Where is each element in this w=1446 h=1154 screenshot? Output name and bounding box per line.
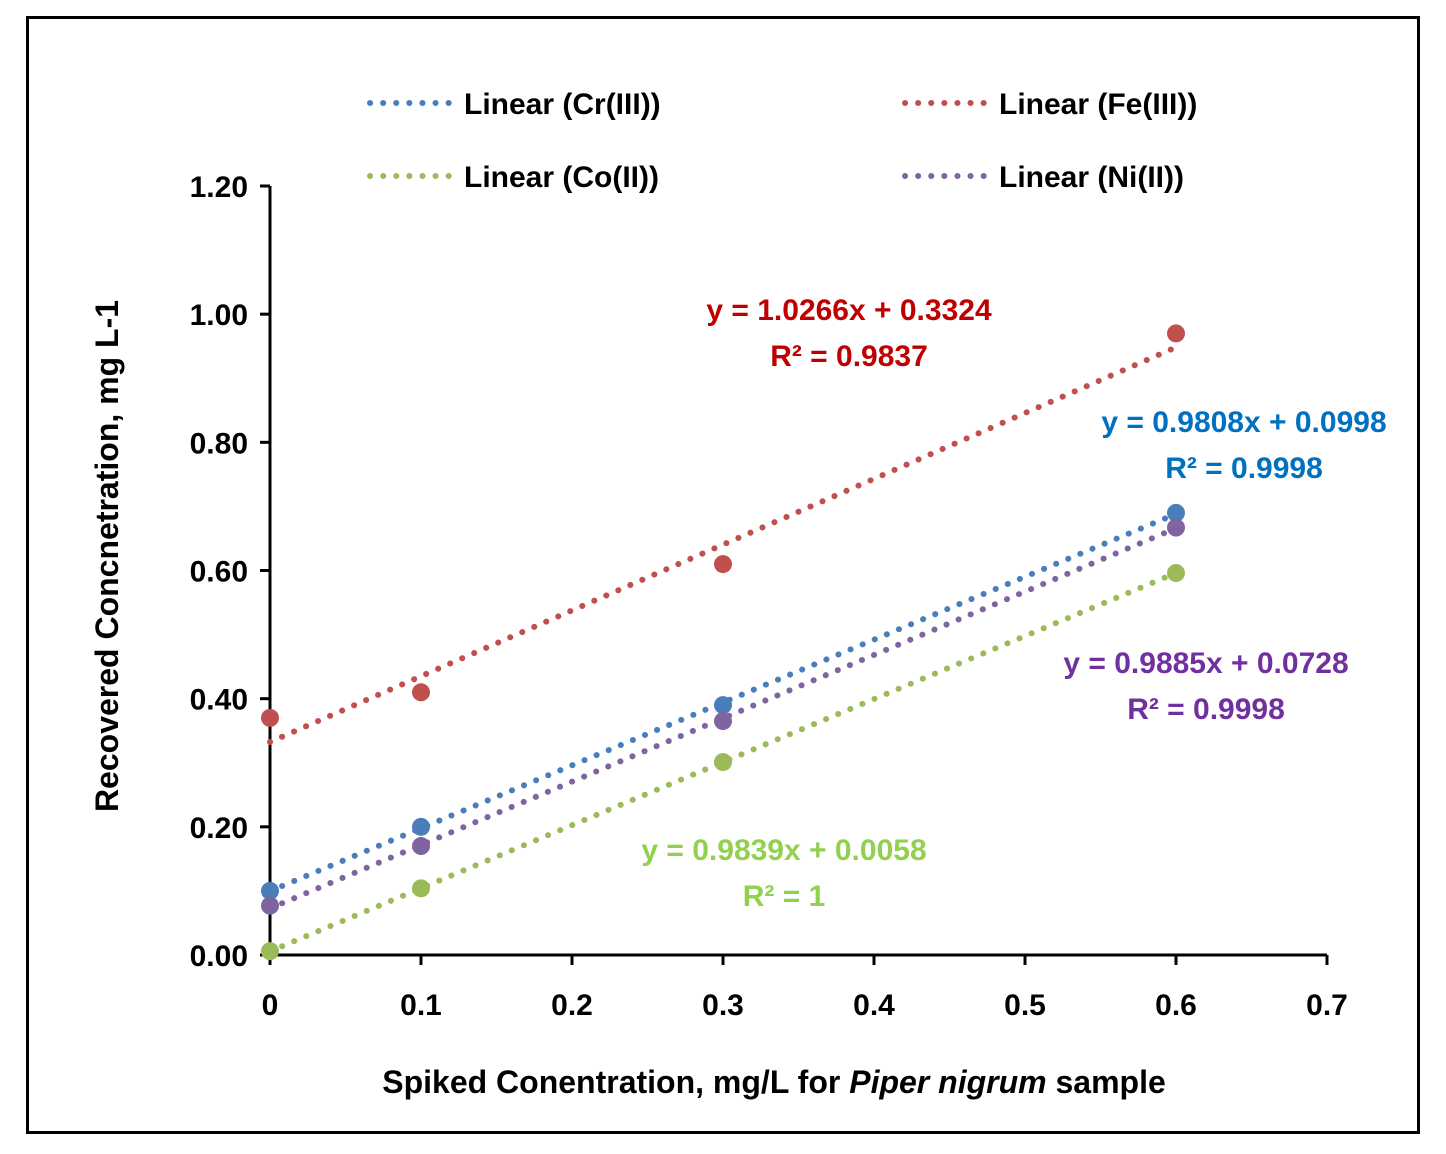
points-layer: [261, 324, 1185, 961]
data-point-niii: [412, 837, 430, 856]
x-tick-label: 0.5: [1004, 989, 1046, 1022]
y-tick-label: 1.00: [190, 299, 248, 332]
data-point-niii: [261, 896, 279, 915]
data-point-feiii: [714, 555, 732, 574]
y-axis-title: Recovered Concnetration, mg L-1: [89, 300, 125, 812]
chart-frame: [26, 16, 1420, 1134]
x-tick-label: 0.3: [702, 989, 744, 1022]
x-axis-title: Spiked Conentration, mg/L for Piper nigr…: [382, 1064, 1166, 1100]
axes-layer: 0.00 0.20 0.40 0.60 0.80 1.00 1.20 0 0.1 0.2 0.3 0.…: [190, 171, 1348, 1022]
data-point-feiii: [412, 683, 430, 702]
y-tick-label: 0.80: [190, 427, 248, 460]
legend: Linear (Cr(III)) Linear (Fe(III)) Linear (…: [367, 88, 1197, 194]
x-tick-label: 0.6: [1155, 989, 1197, 1022]
equation-labels: y = 0.9808x + 0.0998 R² = 0.9998 y = 1.026…: [641, 294, 1386, 913]
legend-label: Linear (Ni(II)): [999, 161, 1184, 194]
r-squared-label: R² = 0.9998: [1127, 693, 1285, 726]
data-point-coii: [261, 942, 279, 961]
equation-label: y = 0.9808x + 0.0998: [1101, 406, 1386, 439]
legend-label: Linear (Fe(III)): [999, 88, 1197, 121]
x-tick-label: 0.7: [1306, 989, 1348, 1022]
legend-label: Linear (Cr(III)): [464, 88, 661, 121]
trendline-feiii: [267, 344, 1179, 745]
data-point-criii: [412, 817, 430, 836]
legend-label: Linear (Co(II)): [464, 161, 659, 194]
equation-label: y = 0.9839x + 0.0058: [641, 834, 926, 867]
trendline-layer: [267, 344, 1179, 955]
data-point-coii: [1167, 564, 1185, 583]
y-tick-label: 0.00: [190, 940, 248, 973]
x-tick-label: 0.1: [400, 989, 442, 1022]
data-point-criii: [714, 696, 732, 715]
x-tick-label: 0.2: [551, 989, 593, 1022]
equation-label: y = 1.0266x + 0.3324: [706, 294, 992, 327]
y-tick-label: 0.40: [190, 684, 248, 717]
r-squared-label: R² = 0.9837: [770, 340, 928, 373]
data-point-niii: [1167, 518, 1185, 537]
y-tick-label: 0.60: [190, 556, 248, 589]
y-tick-label: 1.20: [190, 171, 248, 204]
data-point-criii: [1167, 503, 1185, 522]
data-point-niii: [714, 712, 732, 731]
data-point-criii: [261, 881, 279, 900]
x-tick-label: 0: [262, 989, 279, 1022]
r-squared-label: R² = 0.9998: [1165, 452, 1323, 485]
equation-label: y = 0.9885x + 0.0728: [1063, 647, 1348, 680]
data-point-coii: [714, 753, 732, 772]
data-point-feiii: [1167, 324, 1185, 343]
x-tick-label: 0.4: [853, 989, 895, 1022]
data-point-coii: [412, 879, 430, 898]
data-point-feiii: [261, 708, 279, 727]
y-tick-label: 0.20: [190, 812, 248, 845]
r-squared-label: R² = 1: [743, 880, 826, 913]
